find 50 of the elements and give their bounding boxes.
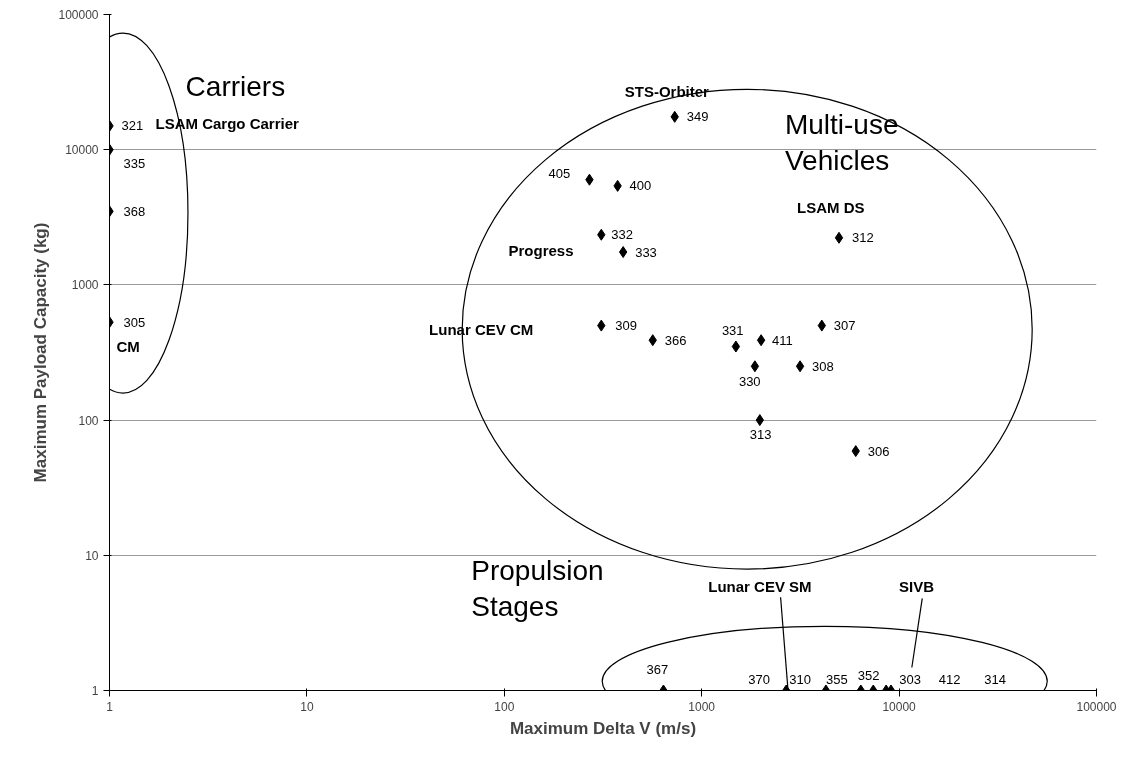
- y-axis-title: Maximum Payload Capacity (kg): [31, 222, 51, 483]
- y-tick-label: 10: [85, 548, 99, 563]
- annotation: 411: [772, 332, 793, 348]
- annotation: 314: [984, 672, 1006, 688]
- annotation: 307: [833, 318, 856, 334]
- x-tick-label: 100: [494, 699, 515, 714]
- x-tick-label: 100000: [1076, 699, 1117, 714]
- x-tick-label: 10000: [882, 699, 917, 714]
- annotation: Lunar CEV SM: [708, 578, 812, 595]
- annotation: 303: [899, 672, 921, 687]
- annotation: 305: [123, 314, 146, 330]
- annotation: 335: [123, 156, 146, 172]
- annotation: 367: [646, 662, 669, 677]
- annotation: 405: [548, 166, 571, 182]
- annotation: 312: [851, 230, 874, 246]
- annotation: 306: [867, 443, 890, 459]
- y-tick-label: 1000: [71, 278, 99, 293]
- x-tick-label: 1: [106, 699, 114, 714]
- annotation: 368: [123, 203, 146, 219]
- annotation: Progress: [508, 242, 574, 260]
- y-tick-label: 100: [78, 413, 99, 428]
- y-tick-label: 10000: [65, 143, 99, 158]
- annotation: 352: [857, 668, 880, 683]
- annotation: 331: [721, 323, 744, 339]
- y-tick-label: 1: [91, 684, 99, 698]
- annotation: Carriers: [185, 71, 286, 103]
- annotation: 333: [635, 244, 657, 260]
- annotation: 332: [611, 227, 633, 243]
- annotation: CM: [116, 337, 140, 355]
- annotation: Propulsion Stages: [471, 554, 604, 622]
- x-tick-label: 1000: [688, 699, 716, 714]
- annotation: 321: [121, 118, 144, 134]
- annotation: 355: [825, 672, 848, 687]
- annotation: 400: [629, 178, 652, 194]
- annotation: 308: [812, 358, 834, 374]
- annotation: 366: [664, 332, 687, 348]
- x-tick-label: 10: [300, 699, 314, 714]
- annotation: SIVB: [899, 577, 935, 595]
- annotation: 309: [615, 318, 637, 334]
- annotation: 313: [749, 426, 772, 442]
- annotation: STS-Orbiter: [624, 83, 710, 101]
- annotation: 330: [738, 373, 761, 389]
- y-tick-label: 100000: [58, 8, 99, 22]
- annotation: 349: [686, 109, 709, 125]
- annotation: 412: [938, 672, 961, 688]
- annotation: Multi-use Vehicles: [784, 109, 899, 176]
- x-axis-title: Maximum Delta V (m/s): [509, 718, 697, 738]
- annotation: LSAM DS: [796, 199, 865, 217]
- annotation: 370: [748, 672, 770, 687]
- annotation: 310: [789, 672, 811, 687]
